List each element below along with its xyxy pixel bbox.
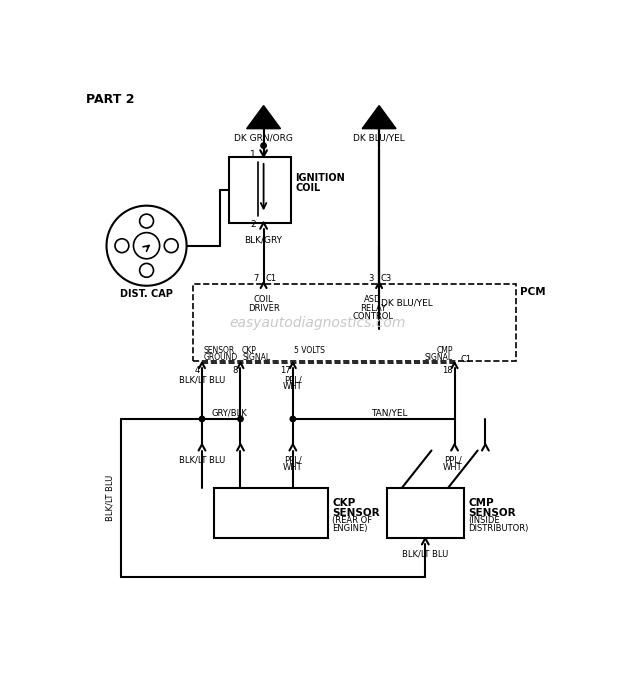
Text: SIGNAL: SIGNAL — [425, 353, 453, 362]
Text: GRY/BLK: GRY/BLK — [211, 408, 247, 417]
Text: CMP: CMP — [468, 498, 494, 508]
Text: CMP: CMP — [436, 346, 453, 355]
Text: WHT: WHT — [283, 382, 303, 391]
Text: C1: C1 — [460, 355, 472, 364]
Text: 5 VOLTS: 5 VOLTS — [294, 346, 325, 355]
Text: TAN/YEL: TAN/YEL — [371, 408, 407, 417]
Text: SENSOR: SENSOR — [468, 508, 516, 517]
Bar — [193, 284, 516, 361]
Text: COIL: COIL — [295, 183, 320, 193]
Text: B: B — [375, 111, 384, 124]
Text: 7: 7 — [253, 274, 258, 283]
Text: BLK/LT BLU: BLK/LT BLU — [402, 550, 449, 558]
Text: SENSOR: SENSOR — [203, 346, 235, 355]
Text: PPL/: PPL/ — [444, 455, 462, 464]
Text: PPL/: PPL/ — [284, 455, 302, 464]
Text: DK BLU/YEL: DK BLU/YEL — [381, 299, 433, 308]
Text: DK GRN/ORG: DK GRN/ORG — [234, 134, 293, 142]
Circle shape — [140, 263, 153, 277]
Text: 18: 18 — [442, 366, 452, 375]
Polygon shape — [362, 106, 396, 129]
Circle shape — [106, 206, 187, 286]
Text: 4: 4 — [195, 366, 200, 375]
Text: (REAR OF: (REAR OF — [332, 517, 372, 526]
Text: DRIVER: DRIVER — [248, 304, 279, 313]
Text: A: A — [259, 111, 268, 124]
Text: PCM: PCM — [520, 287, 546, 297]
Circle shape — [164, 239, 178, 253]
Text: DIST. CAP: DIST. CAP — [120, 289, 173, 299]
Text: 2: 2 — [119, 241, 125, 251]
Text: RELAY: RELAY — [360, 304, 386, 313]
Text: 2: 2 — [250, 220, 256, 230]
Text: SIGNAL: SIGNAL — [242, 353, 270, 362]
Circle shape — [133, 232, 159, 259]
Polygon shape — [247, 106, 281, 129]
Text: BLK/GRY: BLK/GRY — [245, 235, 282, 244]
Circle shape — [238, 416, 243, 421]
Text: CKP: CKP — [332, 498, 355, 508]
Bar — [387, 489, 464, 538]
Text: 1: 1 — [143, 216, 150, 226]
Text: 3: 3 — [368, 274, 374, 283]
Text: BLK/LT BLU: BLK/LT BLU — [106, 475, 115, 522]
Text: 1: 1 — [250, 150, 256, 159]
Text: WHT: WHT — [443, 463, 463, 472]
Text: 4: 4 — [168, 241, 174, 251]
Text: CKP: CKP — [242, 346, 257, 355]
Text: SENSOR: SENSOR — [332, 508, 379, 517]
Text: PPL/: PPL/ — [284, 375, 302, 384]
Bar — [229, 157, 290, 223]
Circle shape — [290, 416, 295, 421]
Circle shape — [115, 239, 129, 253]
Text: DK BLU/YEL: DK BLU/YEL — [353, 134, 405, 142]
Text: C3: C3 — [381, 274, 392, 283]
Text: WHT: WHT — [283, 463, 303, 472]
Text: PART 2: PART 2 — [87, 93, 135, 106]
Bar — [214, 489, 328, 538]
Text: 17: 17 — [280, 366, 290, 375]
Text: 3: 3 — [143, 265, 150, 275]
Text: BLK/LT BLU: BLK/LT BLU — [179, 375, 225, 384]
Text: COIL: COIL — [254, 295, 273, 304]
Text: ENGINE): ENGINE) — [332, 524, 368, 533]
Text: IGNITION: IGNITION — [295, 173, 345, 183]
Text: C1: C1 — [265, 274, 276, 283]
Text: GROUND: GROUND — [203, 353, 238, 362]
Text: CONTROL: CONTROL — [352, 312, 394, 321]
Circle shape — [199, 416, 205, 421]
Text: ASD: ASD — [364, 295, 382, 304]
Text: 8: 8 — [233, 366, 238, 375]
Text: BLK/LT BLU: BLK/LT BLU — [179, 455, 225, 464]
Text: easyautodiagnostics.com: easyautodiagnostics.com — [229, 316, 405, 330]
Text: (INSIDE: (INSIDE — [468, 517, 500, 526]
Text: DISTRIBUTOR): DISTRIBUTOR) — [468, 524, 529, 533]
Circle shape — [140, 214, 153, 228]
Circle shape — [261, 143, 266, 148]
